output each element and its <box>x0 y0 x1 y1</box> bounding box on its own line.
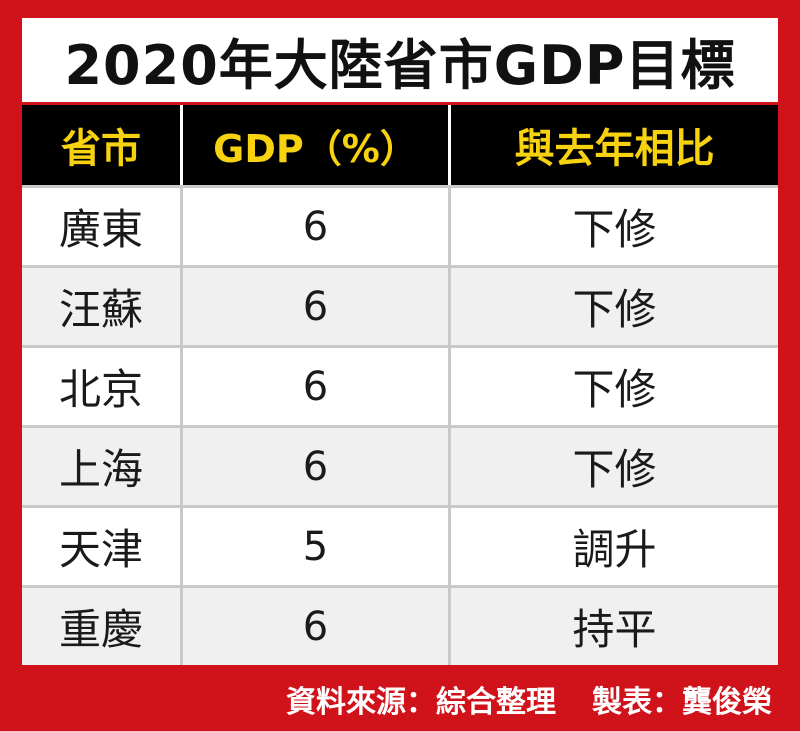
page-title: 2020年大陸省市GDP目標 <box>64 33 736 97</box>
change-cell: 持平 <box>448 588 778 665</box>
table-row: 上海 6 下修 <box>22 425 778 505</box>
change-cell: 調升 <box>448 508 778 585</box>
table-row: 北京 6 下修 <box>22 345 778 425</box>
province-cell: 北京 <box>58 365 143 414</box>
change-cell: 下修 <box>448 428 778 505</box>
header-gdp: GDP（%） <box>180 105 448 185</box>
table-row: 天津 5 調升 <box>22 505 778 585</box>
province-cell: 汪蘇 <box>58 285 143 334</box>
province-cell: 重慶 <box>58 605 143 654</box>
header-province: 省市 <box>61 126 141 172</box>
gdp-cell: 6 <box>180 268 448 345</box>
gdp-table: 省市 GDP（%） 與去年相比 廣東 6 下修 汪蘇 6 下修 北京 6 下修 … <box>22 105 778 665</box>
change-cell: 下修 <box>448 348 778 425</box>
gdp-cell: 5 <box>180 508 448 585</box>
table-row: 汪蘇 6 下修 <box>22 265 778 345</box>
table-row: 廣東 6 下修 <box>22 185 778 265</box>
province-cell: 天津 <box>58 525 143 574</box>
province-cell: 廣東 <box>58 205 143 254</box>
gdp-cell: 6 <box>180 588 448 665</box>
credits-footer: 資料來源：綜合整理 製表：龔俊榮 <box>286 674 772 724</box>
source-credit: 資料來源：綜合整理 <box>286 685 556 720</box>
province-cell: 上海 <box>58 445 143 494</box>
change-cell: 下修 <box>448 268 778 345</box>
table-header-row: 省市 GDP（%） 與去年相比 <box>22 105 778 185</box>
gdp-cell: 6 <box>180 348 448 425</box>
author-credit: 製表：龔俊榮 <box>592 685 772 720</box>
gdp-cell: 6 <box>180 188 448 265</box>
header-change: 與去年相比 <box>448 105 778 185</box>
change-cell: 下修 <box>448 188 778 265</box>
gdp-cell: 6 <box>180 428 448 505</box>
table-row: 重慶 6 持平 <box>22 585 778 665</box>
title-bar: 2020年大陸省市GDP目標 <box>22 18 778 102</box>
